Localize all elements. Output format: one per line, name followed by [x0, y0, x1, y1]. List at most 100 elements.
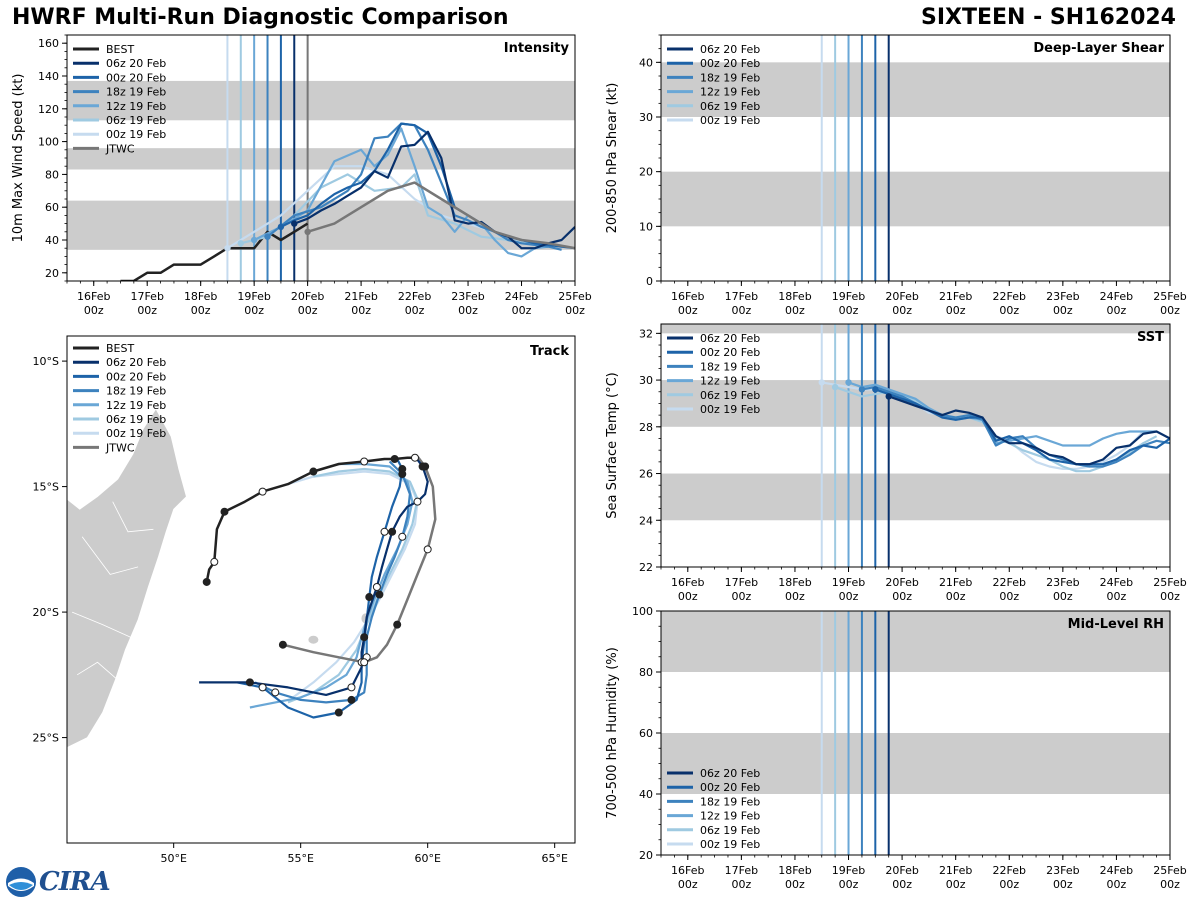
track-marker-06z-20-feb: [372, 582, 381, 591]
intensity-legend-label-jtwc: JTWC: [105, 142, 135, 155]
sst-ytick-label: 28: [639, 421, 653, 434]
track-marker-jtwc: [393, 620, 402, 629]
intensity-series-jtwc: [307, 181, 575, 250]
shear-ytick-label: 10: [639, 220, 653, 233]
track-legend-label-00z-20-feb: 00z 20 Feb: [106, 370, 166, 383]
shear-xtick-label: 00z: [1053, 304, 1073, 317]
rh-xtick-label: 00z: [999, 878, 1019, 891]
rh-ytick-label: 100: [632, 605, 653, 618]
rh-legend-label-06z-20-feb: 06z 20 Feb: [700, 767, 760, 780]
sst-xtick-label: 00z: [1160, 590, 1180, 603]
sst-band: [661, 324, 1170, 334]
intensity-legend-label-06z-20-feb: 06z 20 Feb: [106, 57, 166, 70]
rh-xtick-label: 25Feb: [1153, 864, 1186, 877]
intensity-point-00z-19-feb: [224, 245, 231, 252]
sst-legend-label-06z-20-feb: 06z 20 Feb: [700, 332, 760, 345]
intensity-series-18z-19-feb: [266, 122, 562, 251]
intensity-xtick-label: 24Feb: [505, 290, 538, 303]
madagascar-landmass: [67, 408, 187, 749]
rh-xtick-label: 00z: [731, 878, 751, 891]
intensity-legend-label-18z-19-feb: 18z 19 Feb: [106, 86, 166, 99]
shear-band: [661, 171, 1170, 227]
sst-point-18z-19-feb: [858, 386, 866, 393]
sst-xtick-label: 18Feb: [778, 576, 811, 589]
sst-xtick-label: 20Feb: [885, 576, 918, 589]
track-xtick-label: 60°E: [414, 852, 440, 865]
rh-xtick-label: 17Feb: [725, 864, 758, 877]
track-ytick-label: 15°S: [33, 481, 59, 494]
rh-ylabel: 700-500 hPa Humidity (%): [605, 647, 620, 819]
track-panel-title: Track: [530, 344, 569, 359]
sst-ytick-label: 22: [639, 561, 653, 574]
sst-xtick-label: 00z: [731, 590, 751, 603]
rh-xtick-label: 21Feb: [939, 864, 972, 877]
intensity-point-00z-20-feb: [277, 223, 285, 231]
shear-ytick-label: 0: [646, 275, 653, 288]
rh-legend-label-18z-19-feb: 18z 19 Feb: [700, 795, 760, 808]
intensity-xtick-label: 20Feb: [291, 290, 324, 303]
intensity-xtick-label: 00z: [512, 304, 532, 317]
intensity-legend-label-best: BEST: [106, 43, 134, 56]
cira-logo-text: CIRA: [39, 867, 111, 897]
intensity-ylabel: 10m Max Wind Speed (kt): [11, 74, 26, 243]
track-land-group: [67, 408, 370, 749]
shear-panel: 01020304016Feb00z17Feb00z18Feb00z19Feb00…: [605, 34, 1187, 317]
track-xtick-label: 50°E: [160, 852, 186, 865]
intensity-xtick-label: 00z: [84, 304, 104, 317]
intensity-ytick-label: 160: [38, 37, 59, 50]
shear-ylabel: 200-850 hPa Shear (kt): [605, 83, 620, 234]
intensity-legend-label-12z-19-feb: 12z 19 Feb: [106, 100, 166, 113]
track-series-06z-20-feb: [199, 455, 429, 697]
intensity-xtick-label: 00z: [137, 304, 157, 317]
rh-xtick-label: 00z: [839, 878, 859, 891]
track-marker-jtwc: [278, 640, 287, 649]
intensity-panel: 2040608010012014016016Feb00z17Feb00z18Fe…: [11, 34, 592, 317]
sst-point-00z-19-feb: [818, 379, 825, 386]
intensity-series-best: [120, 222, 309, 281]
intensity-point-12z-19-feb: [250, 236, 258, 244]
track-legend-label-18z-19-feb: 18z 19 Feb: [106, 385, 166, 398]
sst-xtick-label: 00z: [1107, 590, 1127, 603]
track-marker-18z-19-feb: [398, 532, 407, 541]
sst-xtick-label: 00z: [999, 590, 1019, 603]
intensity-ytick-label: 80: [45, 168, 59, 181]
sst-xtick-label: 00z: [839, 590, 859, 603]
track-marker-06z-20-feb: [388, 527, 397, 536]
cira-logo: CIRA: [5, 866, 111, 898]
track-panel: 10°S 15°S 20°S 25°S 50°E 55°E 60°E 65°E Track BES…: [33, 335, 576, 865]
intensity-xtick-label: 00z: [244, 304, 264, 317]
sst-xtick-label: 00z: [946, 590, 966, 603]
sst-point-06z-19-feb: [831, 383, 839, 391]
rh-xtick-label: 22Feb: [993, 864, 1026, 877]
track-series-jtwc: [282, 455, 437, 664]
intensity-ytick-label: 140: [38, 70, 59, 83]
shear-xtick-label: 00z: [678, 304, 698, 317]
shear-xtick-label: 00z: [785, 304, 805, 317]
intensity-xtick-label: 00z: [405, 304, 425, 317]
rh-panel: 2040608010016Feb00z17Feb00z18Feb00z19Feb…: [605, 605, 1187, 891]
sst-legend-label-12z-19-feb: 12z 19 Feb: [700, 375, 760, 388]
track-marker-06z-20-feb: [360, 633, 369, 642]
track-best-marker: [360, 457, 369, 466]
storm-title: SIXTEEN - SH162024: [920, 5, 1176, 30]
shear-legend-label-06z-19-feb: 06z 19 Feb: [700, 100, 760, 113]
shear-xtick-label: 17Feb: [725, 290, 758, 303]
track-series-06z-19-feb: [287, 467, 419, 704]
sst-series-group: [818, 379, 1170, 473]
shear-xtick-label: 22Feb: [993, 290, 1026, 303]
track-frame: [66, 335, 576, 844]
rh-xtick-label: 00z: [1053, 878, 1073, 891]
rh-ytick-label: 40: [639, 788, 653, 801]
intensity-point-06z-20-feb: [291, 220, 298, 227]
shear-legend-label-18z-19-feb: 18z 19 Feb: [700, 71, 760, 84]
sst-panel: 22242628303216Feb00z17Feb00z18Feb00z19Fe…: [605, 323, 1187, 603]
track-xtick-label: 65°E: [541, 852, 567, 865]
sst-point-00z-20-feb: [872, 386, 879, 393]
track-best-marker: [210, 557, 219, 566]
track-marker-00z-20-feb: [258, 683, 267, 692]
rh-xtick-label: 19Feb: [832, 864, 865, 877]
intensity-ytick-label: 120: [38, 103, 59, 116]
intensity-ytick-label: 20: [45, 267, 59, 280]
noaa-logo-icon: [6, 867, 36, 897]
sst-point-12z-19-feb: [845, 379, 852, 386]
